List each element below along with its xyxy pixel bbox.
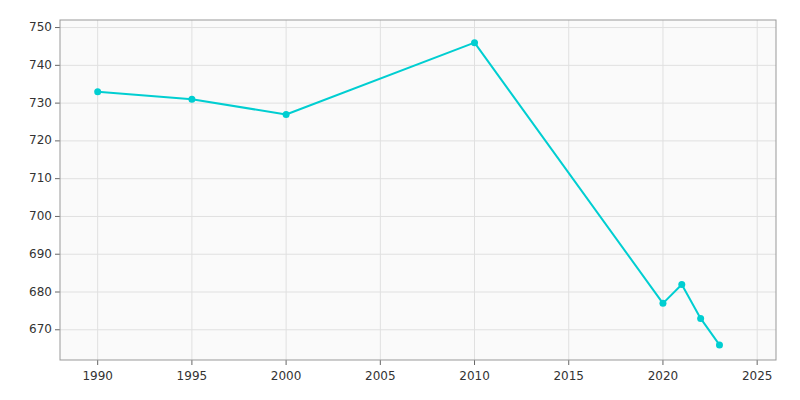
y-tick <box>55 103 60 104</box>
point <box>697 315 704 322</box>
x-tick <box>474 360 475 365</box>
y-grid-line <box>60 254 776 255</box>
y-tick <box>55 216 60 217</box>
x-tick-label: 2010 <box>459 369 490 383</box>
y-tick <box>55 329 60 330</box>
y-tick <box>55 254 60 255</box>
y-tick-label: 690 <box>29 247 52 261</box>
y-grid-line <box>60 216 776 217</box>
x-tick <box>380 360 381 365</box>
x-tick-label: 2025 <box>742 369 773 383</box>
point <box>471 39 478 46</box>
y-tick-label: 710 <box>29 171 52 185</box>
chart-container: 670 680 690 700 710 720 730 740 750 1990 1995 2000 2… <box>0 0 800 400</box>
x-tick-label: 1990 <box>82 369 113 383</box>
point <box>678 281 685 288</box>
y-tick <box>55 178 60 179</box>
x-grid-line <box>191 20 192 360</box>
x-grid-line <box>568 20 569 360</box>
y-tick-label: 750 <box>29 20 52 34</box>
x-tick <box>191 360 192 365</box>
x-tick <box>662 360 663 365</box>
data-layer <box>94 39 723 348</box>
x-grid-line <box>757 20 758 360</box>
y-tick-label: 740 <box>29 58 52 72</box>
plot-frame <box>60 20 776 360</box>
x-tick-label: 2015 <box>553 369 584 383</box>
y-grid-line <box>60 27 776 28</box>
y-tick <box>55 292 60 293</box>
x-grid-line <box>286 20 287 360</box>
y-grid-line <box>60 292 776 293</box>
y-grid-line <box>60 140 776 141</box>
y-grid-line <box>60 329 776 330</box>
line <box>98 43 720 345</box>
point <box>283 111 290 118</box>
x-tick <box>97 360 98 365</box>
point <box>188 96 195 103</box>
y-tick <box>55 140 60 141</box>
x-tick <box>286 360 287 365</box>
x-tick-label: 2020 <box>648 369 679 383</box>
x-grid-line <box>474 20 475 360</box>
tick-labels: 670 680 690 700 710 720 730 740 750 1990 1995 2000 2… <box>29 20 772 383</box>
y-grid-line <box>60 103 776 104</box>
y-grid-line <box>60 178 776 179</box>
x-tick <box>568 360 569 365</box>
y-tick <box>55 27 60 28</box>
grid <box>60 20 776 360</box>
y-tick-label: 720 <box>29 133 52 147</box>
y-tick-label: 730 <box>29 96 52 110</box>
x-grid-line <box>97 20 98 360</box>
x-tick-label: 2005 <box>365 369 396 383</box>
x-tick <box>757 360 758 365</box>
x-grid-line <box>380 20 381 360</box>
point <box>659 300 666 307</box>
y-tick-label: 670 <box>29 322 52 336</box>
y-tick-label: 680 <box>29 285 52 299</box>
y-tick <box>55 65 60 66</box>
x-tick-label: 2000 <box>271 369 302 383</box>
point <box>94 88 101 95</box>
x-grid-line <box>662 20 663 360</box>
x-tick-label: 1995 <box>177 369 208 383</box>
point <box>716 341 723 348</box>
chart-svg: 670 680 690 700 710 720 730 740 750 1990 1995 2000 2… <box>0 0 800 400</box>
y-tick-label: 700 <box>29 209 52 223</box>
plot-background <box>60 20 776 360</box>
